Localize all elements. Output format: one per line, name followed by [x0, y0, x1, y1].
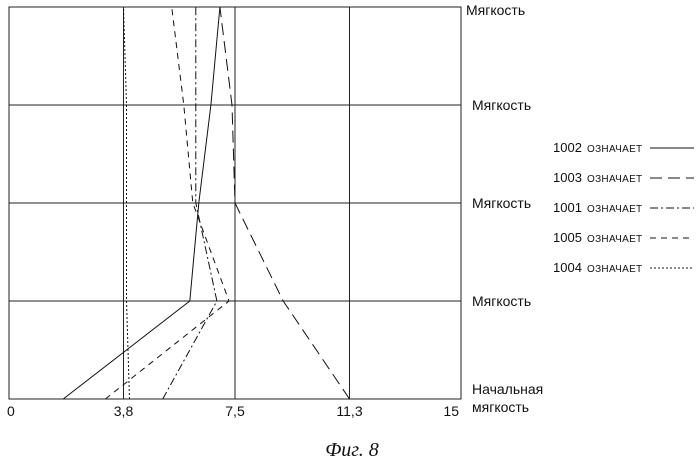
- figure-caption: Фиг. 8: [325, 439, 379, 461]
- x-tick-labels: 0 3,8 7,5 11,3 15: [7, 403, 459, 419]
- legend-word: ОЗНАЧАЕТ: [587, 264, 642, 275]
- legend-word: ОЗНАЧАЕТ: [587, 174, 642, 185]
- legend: 1002 ОЗНАЧАЕТ 1003 ОЗНАЧАЕТ 1001 ОЗНАЧАЕТ 1005…: [553, 140, 694, 275]
- legend-code-1001: 1001: [553, 200, 582, 215]
- x-tick-label: 3,8: [114, 403, 134, 419]
- y-level-label: Мягкость: [472, 97, 531, 113]
- legend-word: ОЗНАЧАЕТ: [587, 204, 642, 215]
- y-level-labels: Начальная мягкость Мягкость Мягкость Мягкост…: [466, 2, 543, 415]
- legend-code-1004: 1004: [553, 260, 582, 275]
- y-level-label: Мягкость: [472, 195, 531, 211]
- y-level-label: Мягкость: [466, 2, 525, 18]
- x-tick-label: 15: [443, 403, 459, 419]
- x-tick-label: 0: [7, 403, 15, 419]
- legend-code-1003: 1003: [553, 170, 582, 185]
- legend-word: ОЗНАЧАЕТ: [587, 234, 642, 245]
- legend-code-1002: 1002: [553, 140, 582, 155]
- legend-word: ОЗНАЧАЕТ: [587, 144, 642, 155]
- legend-code-1005: 1005: [553, 230, 582, 245]
- y-level-label: мягкость: [472, 399, 529, 415]
- x-tick-label: 11,3: [336, 403, 362, 419]
- x-tick-label: 7,5: [225, 403, 245, 419]
- y-level-label: Мягкость: [472, 293, 531, 309]
- y-level-label: Начальная: [472, 381, 543, 397]
